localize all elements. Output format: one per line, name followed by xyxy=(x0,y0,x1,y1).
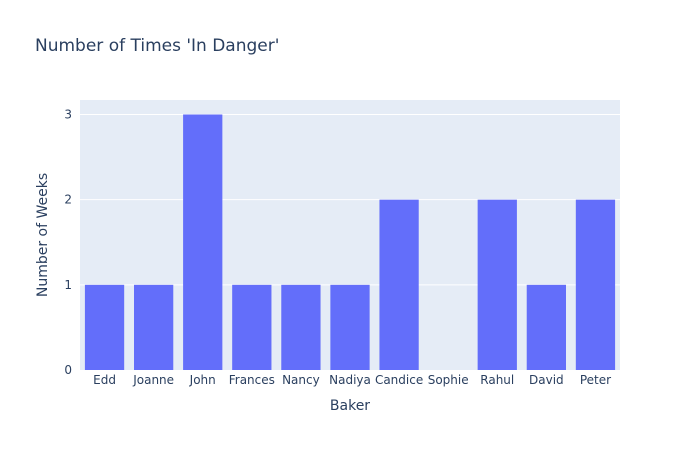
y-tick-label: 2 xyxy=(64,193,72,207)
y-axis-title: Number of Weeks xyxy=(35,173,51,297)
y-tick-label: 3 xyxy=(64,107,72,121)
x-tick-label: Candice xyxy=(375,373,423,387)
x-tick-label: Peter xyxy=(580,373,611,387)
y-tick-label: 1 xyxy=(64,278,72,292)
x-tick-label: Edd xyxy=(93,373,116,387)
bar-rahul xyxy=(477,199,517,370)
x-axis-ticks: Edd Joanne John Frances Nancy Nadiya Candice So… xyxy=(93,373,611,387)
bar-david xyxy=(526,284,566,370)
bars xyxy=(84,114,616,370)
x-axis-title: Baker xyxy=(330,398,370,414)
chart-title: Number of Times 'In Danger' xyxy=(35,36,279,56)
x-tick-label: Rahul xyxy=(480,373,514,387)
bar-john xyxy=(183,114,223,370)
x-tick-label: Sophie xyxy=(428,373,469,387)
bar-nancy xyxy=(281,284,321,370)
x-tick-label: Frances xyxy=(229,373,275,387)
y-axis-ticks: 0 1 2 3 xyxy=(64,107,72,377)
x-tick-label: Nancy xyxy=(282,373,320,387)
bar-peter xyxy=(575,199,616,370)
x-tick-label: John xyxy=(189,373,216,387)
x-tick-label: Joanne xyxy=(132,373,174,387)
y-tick-label: 0 xyxy=(64,363,72,377)
bar-candice xyxy=(379,199,419,370)
bar-nadiya xyxy=(330,284,370,370)
bar-edd xyxy=(84,284,125,370)
x-tick-label: David xyxy=(529,373,564,387)
x-tick-label: Nadiya xyxy=(329,373,371,387)
bar-joanne xyxy=(134,284,174,370)
bar-frances xyxy=(232,284,272,370)
